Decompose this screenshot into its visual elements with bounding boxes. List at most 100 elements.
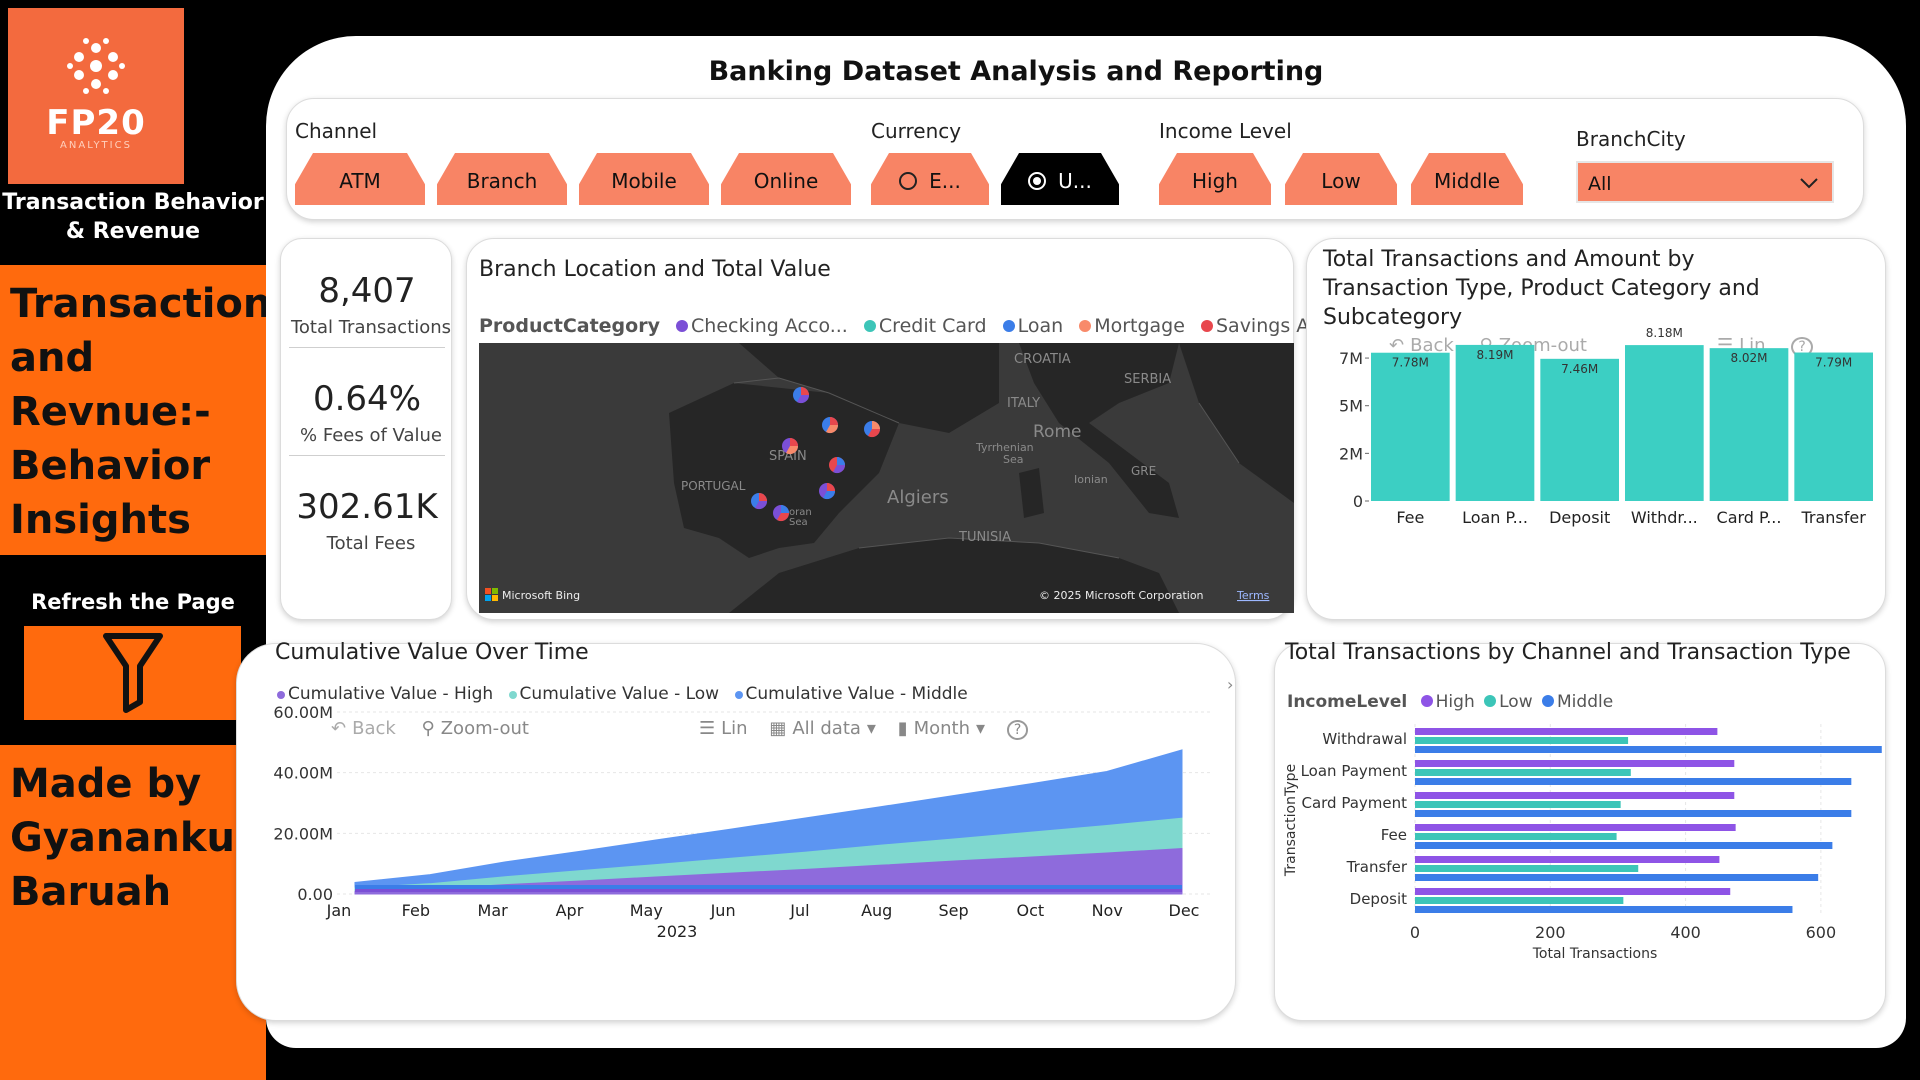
bar [1415,769,1631,776]
channel-online-button[interactable]: Online [721,153,851,205]
branchcity-dropdown[interactable]: All [1576,161,1834,203]
x-tick-label: Oct [1017,901,1045,920]
bar [1415,737,1629,744]
iberia-landmass [669,383,899,558]
cumulative-area-chart[interactable]: 0.00 20.00M 40.00M 60.00M Jan Feb Mar Apr May Jun… [237,644,1237,1022]
zoom-out-button[interactable]: Zoom-out [440,718,529,739]
legend-item[interactable]: High [1435,692,1475,712]
y-tick-label: 40.00M [273,764,333,783]
back-button[interactable]: Back [352,718,396,739]
y-tick-label: Fee [1381,826,1407,844]
bar [1415,778,1852,785]
hero-text: Transactions and Revnue:- Behavior Insig… [10,277,295,547]
map-label: Tyrrhenian [975,441,1034,454]
currency-option-label: E... [929,169,961,193]
legend-item[interactable]: Mortgage [1094,315,1185,337]
data-label: 7.79M [1815,356,1852,370]
legend-item[interactable]: Middle [1557,692,1614,712]
molecule-icon [67,38,125,94]
y-axis-title: TransactionType [1283,764,1299,877]
bar [1415,874,1819,881]
legend-item[interactable]: Cumulative Value - Middle [745,684,968,704]
income-slicer-title: Income Level [1159,119,1292,143]
legend-title: IncomeLevel [1287,692,1408,712]
income-low-button[interactable]: Low [1285,153,1397,205]
bar [1415,897,1624,904]
channel-branch-button[interactable]: Branch [437,153,567,205]
map-canvas[interactable]: CROATIA SERBIA ITALY Rome Tyrrhenian Sea… [479,343,1294,613]
x-tick-label: Aug [861,901,892,920]
bar [1415,865,1639,872]
map-title: Branch Location and Total Value [479,257,831,282]
bar [1415,824,1736,831]
map-terms-link[interactable]: Terms [1236,589,1270,602]
bar [1709,348,1789,501]
txn-type-bar-chart[interactable]: 0 2M 5M 7M 7.78M Fee 8.19M Loan P... 7.46M Deposi… [1307,239,1887,621]
bar [1415,810,1852,817]
lin-button[interactable]: Lin [721,718,748,739]
channel-bar-chart[interactable]: 0 200 400 600 Withdrawal Loan Payment Card Pay… [1275,644,1887,1022]
hero-line: Behavior [10,443,211,489]
y-tick-label: 20.00M [273,824,333,843]
author-panel: Made by Gyanankur Baruah [0,745,266,1080]
legend-item[interactable]: Checking Acco... [691,315,848,337]
channel-mobile-button[interactable]: Mobile [579,153,709,205]
refresh-filter-button[interactable] [24,626,241,720]
list-icon[interactable]: ☰ [699,718,716,739]
legend-dot [676,320,689,332]
branch-pie-marker [864,421,881,438]
author-line: Made by [10,761,202,807]
branch-pie-marker [822,417,839,434]
calendar-icon[interactable]: ▦ [769,718,787,739]
map-legend: ProductCategory Checking Acco... Credit … [479,315,1373,337]
x-tick-label: Jun [710,901,736,920]
branch-pie-marker [819,483,836,500]
x-tick-label: Nov [1092,901,1123,920]
legend-item[interactable]: Cumulative Value - Low [519,684,720,704]
zoom-out-icon[interactable]: ⚲ [421,718,435,739]
author-line: Baruah [10,869,172,915]
x-tick-label: Transfer [1800,508,1866,527]
fees-percent-label: % Fees of Value [300,425,442,446]
refresh-label: Refresh the Page [31,590,235,614]
bar-chart-icon[interactable]: ▮ [897,718,908,739]
legend-dot [277,691,285,699]
x-tick-label: Card P... [1717,508,1782,527]
legend-item[interactable]: Low [1499,692,1533,712]
slicer-panel: Channel ATM Branch Mobile Online Currenc… [286,98,1864,220]
bar [1455,344,1535,501]
author-line: Gyanankur [10,815,255,861]
map-label: TUNISIA [958,530,1011,545]
radio-icon [899,172,917,190]
cumulative-visual: Cumulative Value Over Time Cumulative Va… [236,640,1237,1022]
currency-eur-button[interactable]: E... [871,153,989,205]
all-data-button[interactable]: All data [792,718,861,739]
help-icon[interactable]: ? [1006,720,1029,740]
currency-usd-button[interactable]: U... [1001,153,1119,205]
france-landmass [739,343,999,433]
income-middle-button[interactable]: Middle [1411,153,1523,205]
bar [1794,352,1873,501]
legend-item[interactable]: Credit Card [878,315,987,337]
legend-item[interactable]: Cumulative Value - High [288,684,494,704]
map-label: Rome [1033,422,1081,442]
back-button[interactable]: Back [1410,335,1454,356]
data-label: 8.19M [1476,348,1513,362]
month-button[interactable]: Month [913,718,971,739]
data-label: 7.46M [1561,362,1598,376]
x-axis-title: 2023 [657,922,698,941]
map-label: Algiers [887,487,949,508]
italy-landmass [1019,343,1179,518]
branch-pie-marker [773,505,790,522]
legend-item[interactable]: Loan [1017,315,1064,337]
bar [1415,842,1833,849]
bar [1540,358,1619,501]
channel-atm-button[interactable]: ATM [295,153,425,205]
income-high-button[interactable]: High [1159,153,1271,205]
back-icon[interactable]: ↶ [331,718,347,739]
y-tick-label: Loan Payment [1301,762,1408,780]
branch-markers [751,387,881,522]
help-icon[interactable]: ? [1791,337,1813,357]
back-icon[interactable]: ↶ [1389,335,1405,356]
balkans-landmass [1179,343,1294,503]
